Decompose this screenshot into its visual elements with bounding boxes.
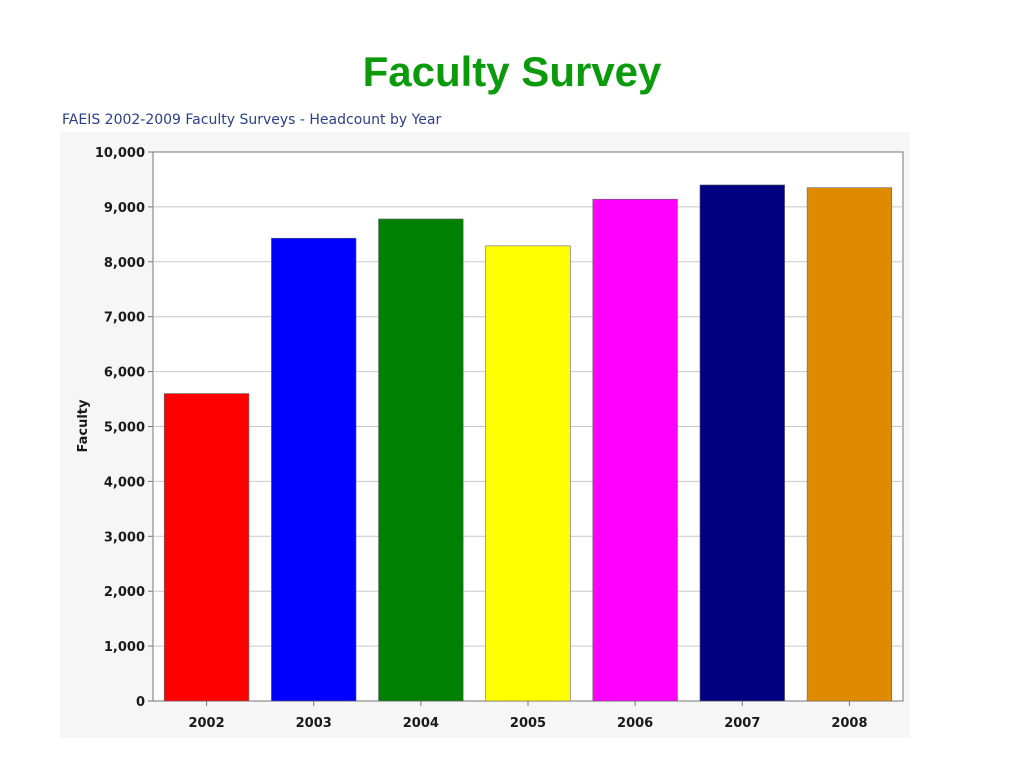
y-tick-label: 4,000 — [104, 475, 145, 490]
x-tick-label: 2003 — [296, 716, 332, 731]
y-tick-label: 2,000 — [104, 585, 145, 600]
y-tick-label: 0 — [136, 695, 145, 710]
bar-2004 — [378, 218, 464, 702]
bar-2005 — [485, 245, 571, 702]
y-tick-label: 3,000 — [104, 530, 145, 545]
bar-2002 — [163, 393, 250, 702]
bars — [163, 184, 893, 702]
x-tick-label: 2007 — [724, 716, 760, 731]
bar-2007 — [699, 184, 785, 702]
y-tick-label: 6,000 — [104, 366, 145, 381]
y-tick-label: 8,000 — [104, 256, 145, 271]
y-tick-label: 7,000 — [104, 311, 145, 326]
slide-title: Faculty Survey — [362, 48, 662, 95]
y-tick-label: 5,000 — [104, 421, 145, 436]
x-tick-label: 2002 — [188, 716, 224, 731]
y-axis-ticks: 0 1,000 2,000 3,000 4,000 5,000 6,000 7,000 8,00… — [95, 146, 153, 710]
bar-2006 — [592, 198, 678, 702]
bar-2008 — [806, 187, 893, 702]
y-axis-label: Faculty — [76, 399, 91, 453]
y-tick-label: 10,000 — [95, 146, 145, 161]
bar-2003 — [271, 237, 357, 702]
chart-title: FAEIS 2002-2009 Faculty Surveys - Headco… — [62, 112, 442, 128]
x-axis-ticks: 2002 2003 2004 2005 2006 2007 2008 — [188, 701, 868, 731]
y-tick-label: 1,000 — [104, 640, 145, 655]
x-tick-label: 2004 — [403, 716, 439, 731]
y-tick-label: 9,000 — [104, 201, 145, 216]
x-tick-label: 2006 — [617, 716, 653, 731]
x-tick-label: 2005 — [510, 716, 546, 731]
x-tick-label: 2008 — [831, 716, 867, 731]
